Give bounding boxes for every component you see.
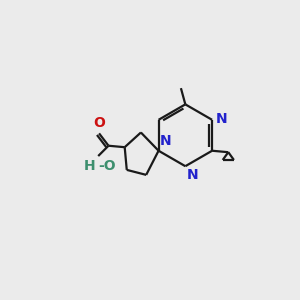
Text: H: H [84, 159, 96, 173]
Text: N: N [187, 168, 198, 182]
Text: N: N [160, 134, 171, 148]
Text: N: N [216, 112, 227, 126]
Text: -O: -O [98, 159, 116, 173]
Text: O: O [93, 116, 105, 130]
